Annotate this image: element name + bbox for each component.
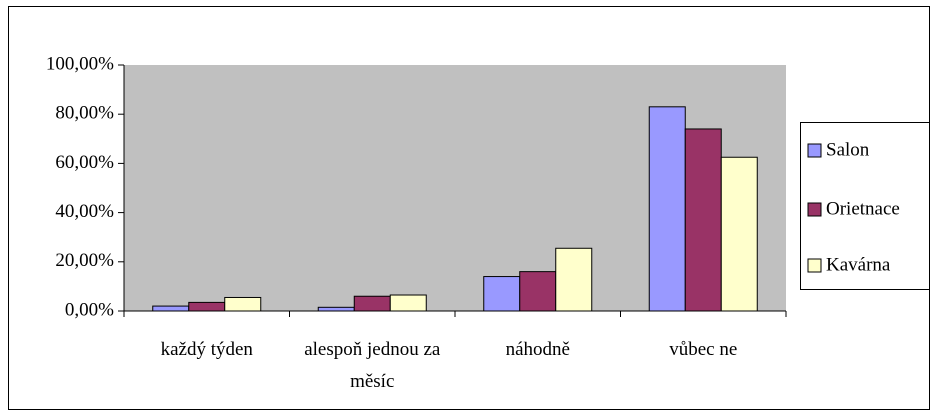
bar [483,276,521,312]
bar [555,247,593,312]
legend-label: Kavárna [826,254,891,275]
y-tick-label: 80,00% [55,103,114,124]
bar [188,301,226,312]
bar [389,294,427,312]
y-tick-label: 100,00% [46,53,114,74]
bar [152,305,190,312]
x-tick-label: alespoň jednou za měsíc [304,339,441,392]
x-tick-label: vůbec ne [669,339,738,360]
bar [353,295,391,312]
bar [684,128,722,312]
y-tick-label: 0,00% [65,299,114,320]
legend-label: Salon [826,139,870,160]
bar [317,306,355,312]
bar [224,296,262,312]
legend-label: Orietnace [826,198,900,219]
y-tick-label: 60,00% [55,152,114,173]
legend-box [800,122,930,290]
legend-swatch [807,258,822,273]
legend-swatch [807,202,822,217]
y-tick-label: 20,00% [55,250,114,271]
bar [720,156,758,312]
bar [648,106,686,312]
bar [519,271,557,312]
legend-swatch [807,143,822,158]
x-tick-label: každý týden [160,339,253,360]
y-tick-label: 40,00% [55,201,114,222]
x-tick-label: náhodně [505,339,570,360]
